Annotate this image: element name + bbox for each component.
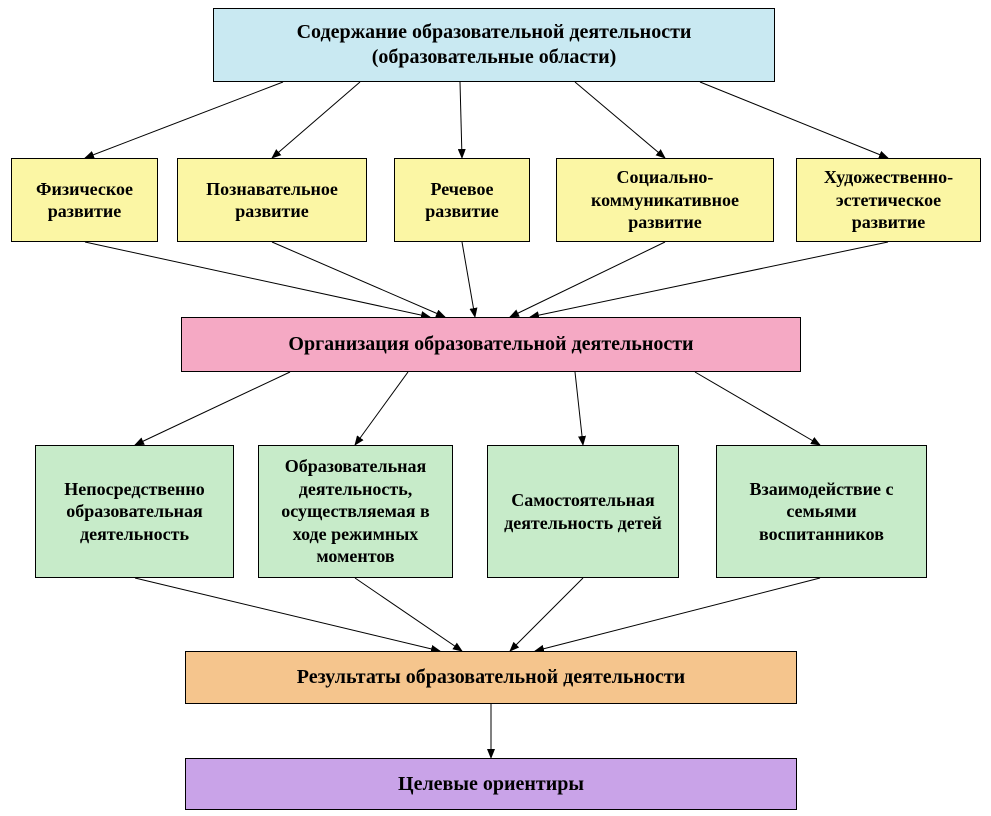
node-label: Художественно-эстетическое развитие [807, 166, 970, 234]
node-speech-development: Речевое развитие [394, 158, 530, 242]
node-independent-activity-children: Самостоятельная деятельность детей [487, 445, 679, 578]
node-cognitive-development: Познавательное развитие [177, 158, 367, 242]
node-results-educational-activity: Результаты образовательной деятельности [185, 651, 797, 704]
node-label: Целевые ориентиры [398, 772, 584, 797]
node-label: Образовательная деятельность, осуществля… [269, 455, 442, 568]
node-label: Организация образовательной деятельности [288, 332, 693, 357]
node-title: Содержание образовательной деятельности [297, 20, 692, 45]
node-label: Результаты образовательной деятельности [297, 665, 685, 690]
node-label: Взаимодействие с семьями воспитанников [727, 478, 916, 546]
node-target-guidelines: Целевые ориентиры [185, 758, 797, 810]
node-label: Непосредственно образовательная деятельн… [46, 478, 223, 546]
node-label: Социально-коммуникативное развитие [567, 166, 763, 234]
node-physical-development: Физическое развитие [11, 158, 158, 242]
node-social-communicative-development: Социально-коммуникативное развитие [556, 158, 774, 242]
node-direct-educational-activity: Непосредственно образовательная деятельн… [35, 445, 234, 578]
node-label: Физическое развитие [22, 178, 147, 223]
node-label: Самостоятельная деятельность детей [498, 489, 668, 534]
node-educational-activity-routine: Образовательная деятельность, осуществля… [258, 445, 453, 578]
node-subtitle: (образовательные области) [297, 45, 692, 70]
node-label: Речевое развитие [405, 178, 519, 223]
node-artistic-aesthetic-development: Художественно-эстетическое развитие [796, 158, 981, 242]
node-interaction-families: Взаимодействие с семьями воспитанников [716, 445, 927, 578]
node-label: Познавательное развитие [188, 178, 356, 223]
node-organization-educational-activity: Организация образовательной деятельности [181, 317, 801, 372]
node-content-educational-activity: Содержание образовательной деятельности … [213, 8, 775, 82]
